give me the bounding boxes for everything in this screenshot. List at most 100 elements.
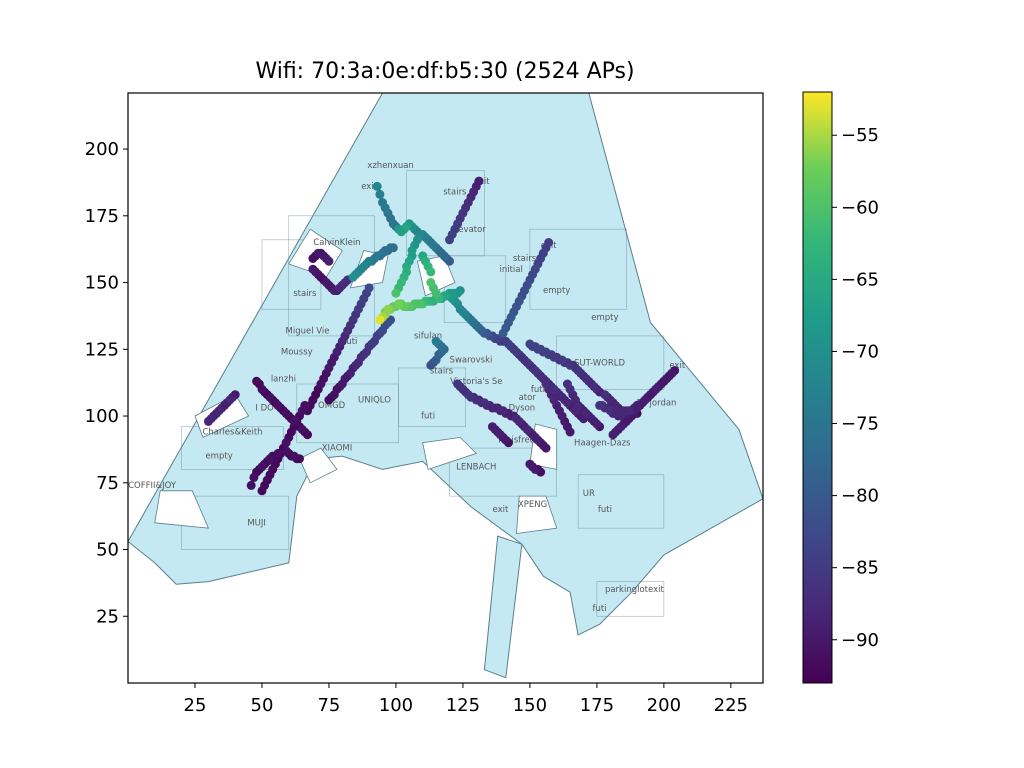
signal-point <box>581 408 591 418</box>
colorbar-tick-label: −70 <box>841 341 879 362</box>
signal-point <box>359 294 369 304</box>
y-tick-label: 175 <box>85 206 119 227</box>
x-tick-label: 175 <box>580 695 614 716</box>
signal-point <box>332 347 342 357</box>
store-label: lanzhi <box>271 374 296 384</box>
store-label: OMGD <box>318 401 346 411</box>
signal-point <box>530 464 540 474</box>
signal-point <box>549 352 559 362</box>
signal-point <box>351 360 361 370</box>
signal-point <box>533 344 543 354</box>
signal-point <box>512 347 521 357</box>
store-label: Charles&Keith <box>202 428 262 438</box>
signal-point <box>651 384 661 394</box>
store-label: XPENG <box>518 500 547 510</box>
store-label: UR <box>583 489 595 499</box>
signal-point <box>402 222 412 231</box>
y-tick-label: 75 <box>96 473 119 494</box>
signal-point <box>431 336 441 346</box>
signal-point <box>225 395 235 405</box>
store-label: I DO <box>255 404 274 414</box>
signal-point <box>289 416 299 426</box>
store-label: exit <box>493 505 509 515</box>
store-label: empty <box>205 452 232 462</box>
signal-point <box>415 299 425 309</box>
signal-point <box>514 416 524 426</box>
colorbar-tick-label: −85 <box>841 558 879 579</box>
signal-point <box>445 235 454 245</box>
signal-point <box>329 390 339 400</box>
signal-point <box>337 336 347 346</box>
signal-point <box>426 267 436 277</box>
signal-point <box>522 358 532 368</box>
signal-point <box>257 384 267 394</box>
signal-point <box>396 278 406 287</box>
signal-point <box>297 424 307 434</box>
signal-point <box>565 360 575 370</box>
open-area <box>154 490 210 529</box>
signal-point <box>324 256 334 266</box>
store-label: sifulan <box>414 332 442 342</box>
signal-point <box>595 400 605 410</box>
y-axis: 25 50 75 100 125 150 175 200 <box>85 139 128 627</box>
signal-point <box>343 326 353 336</box>
store-label: futi <box>593 604 607 614</box>
signal-point <box>426 278 436 287</box>
store-label: ator <box>519 393 537 403</box>
signal-point <box>565 384 575 394</box>
store-label: Moussy <box>281 348 313 358</box>
signal-point <box>257 462 267 472</box>
signal-point <box>265 392 275 402</box>
store-label: elevator <box>451 225 487 235</box>
store-label: futi <box>343 337 357 347</box>
signal-point <box>308 264 318 274</box>
signal-point <box>557 411 567 421</box>
signal-point <box>549 395 559 405</box>
store-label: futi <box>421 412 435 422</box>
colorbar-tick-label: −60 <box>841 197 879 218</box>
signal-point <box>522 424 532 434</box>
signal-point <box>273 400 283 410</box>
chart-title: Wifi: 70:3a:0e:df:b5:30 (2524 APs) <box>255 59 634 84</box>
signal-point <box>386 243 396 253</box>
store-label: futi <box>531 385 545 395</box>
signal-point <box>541 347 551 357</box>
signal-point <box>249 472 259 482</box>
signal-point <box>380 203 390 213</box>
x-axis: 25 50 75 100 125 150 175 200 225 <box>184 683 748 716</box>
colorbar-tick-label: −80 <box>841 486 879 507</box>
signal-point <box>504 339 513 349</box>
signal-point <box>428 240 438 250</box>
x-tick-label: 200 <box>647 695 681 716</box>
y-tick-label: 200 <box>85 139 119 160</box>
store-label: Swarovski <box>450 356 493 366</box>
signal-point <box>367 339 377 349</box>
signal-point <box>541 443 551 453</box>
signal-point <box>562 398 572 408</box>
signal-point <box>581 374 591 384</box>
signal-point <box>297 406 307 416</box>
signal-point <box>624 406 634 416</box>
y-tick-label: 50 <box>96 540 119 561</box>
signal-point <box>455 382 465 392</box>
signal-point <box>348 315 358 325</box>
store-outline <box>449 447 557 497</box>
signal-point <box>391 288 401 298</box>
signal-point <box>479 398 489 408</box>
signal-point <box>337 379 347 389</box>
x-tick-label: 150 <box>513 695 547 716</box>
signal-point <box>281 408 291 418</box>
signal-point <box>439 251 449 261</box>
store-label: COFFII&JOY <box>128 481 177 491</box>
store-label: empty <box>543 286 570 296</box>
store-label: stairs <box>430 366 454 376</box>
signal-point <box>214 406 224 416</box>
signal-point <box>273 448 283 458</box>
signal-point <box>281 446 291 456</box>
signal-point <box>359 262 369 271</box>
store-label: parkinglotexit <box>605 585 665 595</box>
signal-point <box>345 368 355 378</box>
signal-point <box>573 366 583 376</box>
signal-point <box>530 366 540 376</box>
